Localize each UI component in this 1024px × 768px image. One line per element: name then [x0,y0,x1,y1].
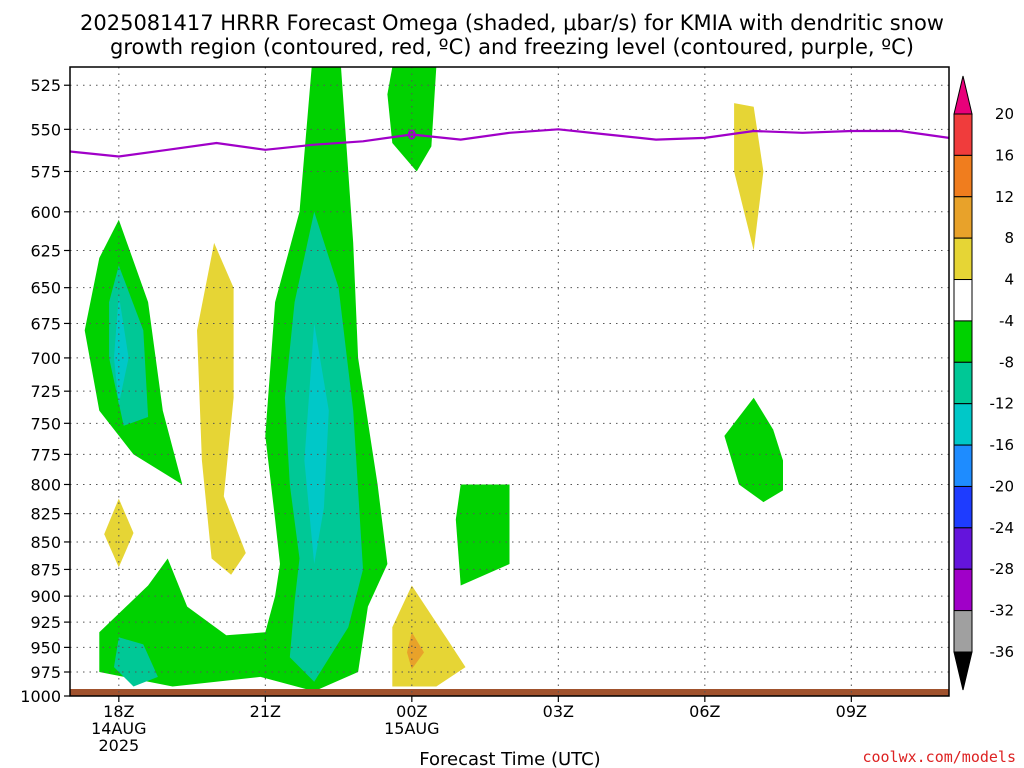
colorbar-swatch-9 [953,485,973,529]
y-tick-label-825: 825 [30,505,61,524]
x-tick-label-4-0: 06Z [689,702,720,721]
omega-region-14 [724,397,783,503]
colorbar: 20 16 12 8 4 -4 -8 -12 -16 -20 -24 -28 -32 -36 [953,75,1015,691]
omega-region-3 [104,498,134,568]
x-tick-label-2-0: 00Z [396,702,427,721]
y-tick-label-775: 775 [30,445,61,464]
y-tick-label-875: 875 [30,560,61,579]
colorbar-swatch-5 [953,320,973,363]
colorbar-swatch-2 [953,196,973,239]
y-tick-label-525: 525 [30,76,61,95]
y-tick-label-700: 700 [30,349,61,368]
y-tick-label-550: 550 [30,120,61,139]
x-tick-label-2-1: 15AUG [384,719,439,738]
colorbar-label-8: -16 [990,436,1015,454]
y-tick-label-575: 575 [30,162,61,181]
x-tick-label-3-0: 03Z [543,702,574,721]
colorbar-swatch-6 [953,361,973,405]
y-tick-label-650: 650 [30,279,61,298]
y-tick-label-900: 900 [30,587,61,606]
omega-region-7 [114,637,158,687]
x-tick-label-0-2: 2025 [98,736,139,755]
y-tick-label-750: 750 [30,414,61,433]
colorbar-swatch-4 [953,279,973,322]
x-axis-label: Forecast Time (UTC) [419,749,600,768]
colorbar-swatch-0 [953,113,973,156]
colorbar-bottom-triangle [953,651,973,691]
x-tick-label-0-0: 18Z [103,702,134,721]
colorbar-top-triangle [953,75,973,115]
colorbar-label-1: 16 [995,146,1014,164]
omega-region-8 [304,323,329,564]
colorbar-swatch-3 [953,237,973,281]
colorbar-swatch-1 [953,154,973,198]
x-tick-label-0-1: 14AUG [91,719,146,738]
y-tick-label-800: 800 [30,475,61,494]
colorbar-label-6: -8 [999,353,1014,371]
colorbar-label-11: -28 [990,560,1015,578]
omega-region-12 [407,632,424,670]
plot-area: 0 525 550 575 600 625 650 675 700 725 750 775 800 825… [20,66,950,755]
y-tick-label-950: 950 [30,638,61,657]
y-tick-label-925: 925 [30,613,61,632]
colorbar-label-5: -4 [999,312,1014,330]
colorbar-label-3: 8 [1004,229,1014,247]
y-tick-label-600: 600 [30,203,61,222]
colorbar-label-4: 4 [1004,271,1014,289]
surface-layer [70,689,949,696]
colorbar-swatch-12 [953,610,973,653]
colorbar-label-7: -12 [990,395,1015,413]
colorbar-swatch-7 [953,403,973,446]
omega-region-13 [734,103,764,251]
chart-title-line2: growth region (contoured, red, ºC) and f… [110,35,914,59]
credit-text: coolwx.com/models [862,748,1016,766]
y-tick-label-1000: 1000 [20,687,61,706]
x-tick-label-5-0: 09Z [836,702,867,721]
freezing-level-label: 0 [407,128,416,143]
colorbar-label-2: 12 [995,188,1014,206]
colorbar-swatch-11 [953,568,973,612]
colorbar-label-9: -20 [990,477,1015,495]
x-tick-label-1-0: 21Z [250,702,281,721]
chart-title-line1: 2025081417 HRRR Forecast Omega (shaded, … [80,11,944,35]
omega-region-2 [114,294,129,405]
omega-region-4 [197,242,246,575]
freezing-level-line [70,128,949,158]
colorbar-label-0: 20 [995,105,1014,123]
colorbar-label-12: -32 [990,602,1015,620]
colorbar-swatch-10 [953,527,973,570]
colorbar-label-10: -24 [990,519,1015,537]
colorbar-swatch-8 [953,444,973,487]
y-tick-label-625: 625 [30,241,61,260]
y-tick-label-675: 675 [30,314,61,333]
omega-region-10 [455,484,510,586]
y-tick-label-850: 850 [30,533,61,552]
grid-lines [70,67,949,696]
y-tick-label-975: 975 [30,663,61,682]
y-tick-label-725: 725 [30,382,61,401]
colorbar-label-13: -36 [990,643,1015,661]
plot-frame [69,66,950,697]
plot-contents: 0 [70,67,949,696]
